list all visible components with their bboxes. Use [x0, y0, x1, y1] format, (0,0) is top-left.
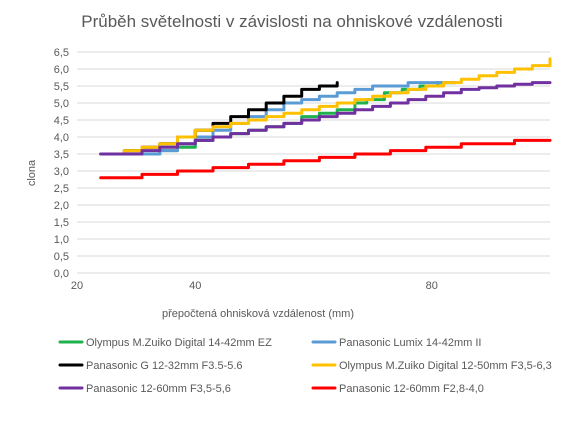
legend-item: Panasonic G 12-32mm F3.5-5.6 — [58, 360, 243, 372]
y-tick-label: 1,0 — [54, 234, 69, 246]
x-tick-label: 20 — [71, 280, 83, 292]
legend-label: Panasonic G 12-32mm F3.5-5.6 — [86, 360, 243, 372]
y-axis-title: clona — [26, 159, 38, 186]
y-tick-label: 3,0 — [54, 166, 69, 178]
y-tick-label: 0,5 — [54, 251, 69, 263]
legend-label: Olympus M.Zuiko Digital 14-42mm EZ — [86, 337, 272, 349]
y-tick-label: 6,0 — [54, 64, 69, 76]
y-tick-label: 1,5 — [54, 217, 69, 229]
y-tick-label: 5,5 — [54, 81, 69, 93]
y-tick-label: 6,5 — [54, 47, 69, 59]
y-tick-label: 0,0 — [54, 268, 69, 280]
x-axis-title: přepočtená ohnisková vzdálenost (mm) — [162, 308, 354, 320]
chart-title: Průběh světelnosti v závislosti na ohnis… — [81, 12, 502, 31]
x-axis-ticks: 20 40 80 — [71, 280, 438, 292]
series-lines — [99, 57, 552, 180]
y-tick-label: 4,5 — [54, 115, 69, 127]
y-tick-label: 2,0 — [54, 200, 69, 212]
legend-label: Panasonic Lumix 14-42mm II — [339, 337, 481, 349]
y-tick-label: 4,0 — [54, 132, 69, 144]
series-line — [99, 81, 552, 156]
series-line — [99, 57, 552, 156]
y-axis-ticks: 0,0 0,5 1,0 1,5 2,0 2,5 3,0 3,5 4,0 4,5 5,0 5,5 6,0 6… — [54, 47, 69, 280]
x-tick-label: 80 — [426, 280, 438, 292]
y-tick-label: 3,5 — [54, 149, 69, 161]
y-tick-label: 5,0 — [54, 98, 69, 110]
legend-item: Panasonic Lumix 14-42mm II — [311, 337, 481, 349]
legend-item: Olympus M.Zuiko Digital 14-42mm EZ — [58, 337, 272, 349]
legend-label: Olympus M.Zuiko Digital 12-50mm F3,5-6,3 — [339, 360, 552, 372]
legend-label: Panasonic 12-60mm F2,8-4,0 — [339, 383, 484, 395]
legend-item: Panasonic 12-60mm F2,8-4,0 — [311, 383, 484, 395]
series-line — [99, 138, 552, 180]
legend-item: Olympus M.Zuiko Digital 12-50mm F3,5-6,3 — [311, 360, 552, 372]
legend-label: Panasonic 12-60mm F3,5-5,6 — [86, 383, 231, 395]
x-tick-label: 40 — [189, 280, 201, 292]
legend: Olympus M.Zuiko Digital 14-42mm EZ Panaso… — [58, 337, 552, 395]
y-tick-label: 2,5 — [54, 183, 69, 195]
legend-item: Panasonic 12-60mm F3,5-5,6 — [58, 383, 231, 395]
gridlines — [77, 51, 550, 257]
